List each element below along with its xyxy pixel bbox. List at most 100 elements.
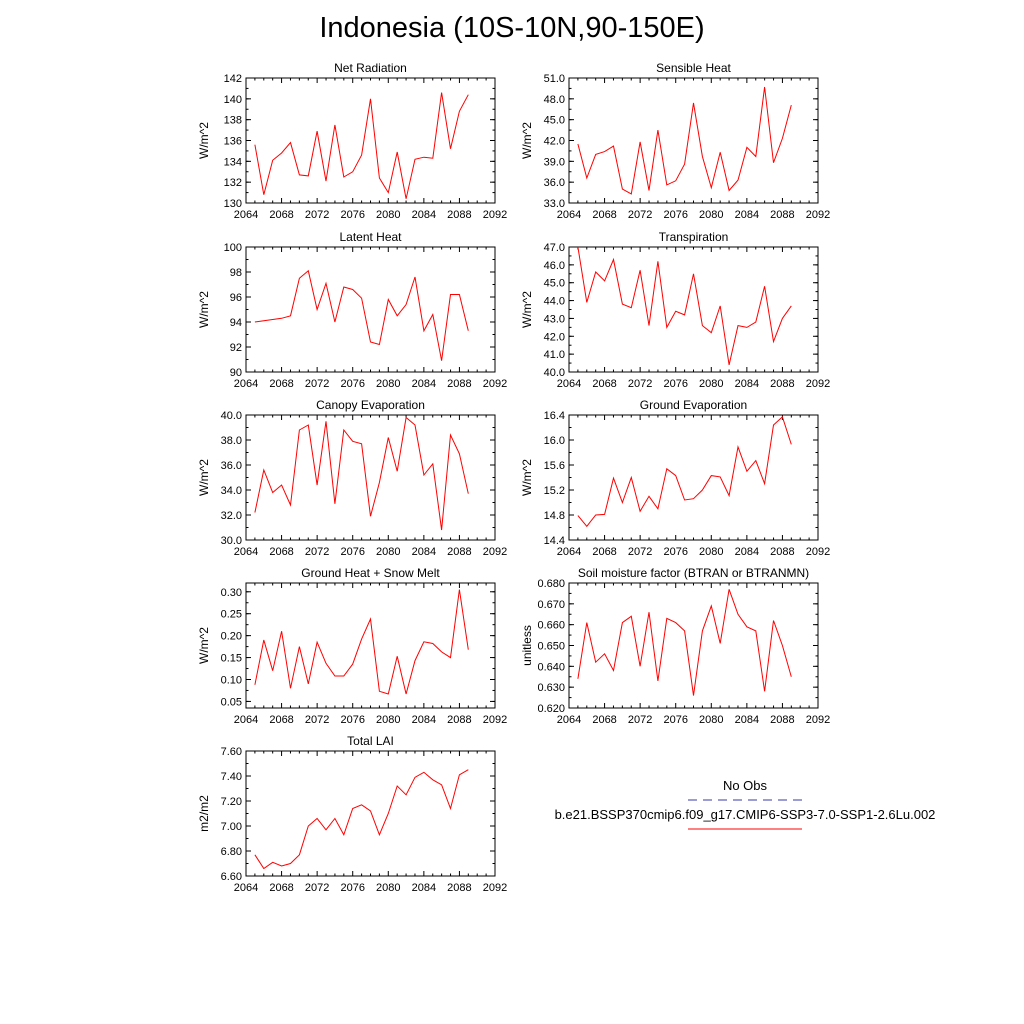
series-line xyxy=(577,589,792,696)
panel-title: Latent Heat xyxy=(339,230,402,244)
plot-frame xyxy=(568,414,819,541)
plot-frame xyxy=(568,246,819,373)
y-tick-label: 134 xyxy=(224,156,242,168)
x-tick-label: 2080 xyxy=(376,882,400,894)
x-tick-label: 2076 xyxy=(663,209,687,221)
y-tick-label: 0.640 xyxy=(537,661,565,673)
y-tick-label: 0.20 xyxy=(221,631,242,643)
y-tick-label: 42.0 xyxy=(544,331,565,343)
x-tick-label: 2072 xyxy=(628,714,652,726)
x-tick-label: 2064 xyxy=(234,882,258,894)
panel-net-radiation: Net Radiation W/m^2 2064 2068 2072 2076 2080 20… xyxy=(197,61,507,221)
legend-entry-obs: No Obs xyxy=(520,778,970,811)
x-tick-label: 2064 xyxy=(557,714,581,726)
x-tick-label: 2080 xyxy=(699,209,723,221)
x-tick-label: 2076 xyxy=(340,209,364,221)
x-tick-label: 2076 xyxy=(340,714,364,726)
y-tick-label: 0.15 xyxy=(221,653,242,665)
y-tick-label: 36.0 xyxy=(221,460,242,472)
x-tick-label: 2084 xyxy=(412,209,436,221)
series-line xyxy=(254,92,469,199)
panel-canopy-evaporation: Canopy Evaporation W/m^2 2064 2068 2072 2076 2… xyxy=(197,398,507,558)
y-tick-label: 100 xyxy=(224,242,242,254)
x-tick-label: 2080 xyxy=(699,714,723,726)
x-tick-label: 2084 xyxy=(412,546,436,558)
y-tick-label: 40.0 xyxy=(544,367,565,379)
panel-title: Net Radiation xyxy=(334,61,407,75)
x-tick-label: 2072 xyxy=(628,378,652,390)
x-tick-label: 2092 xyxy=(483,882,507,894)
series-line xyxy=(577,86,792,195)
x-tick-label: 2076 xyxy=(340,378,364,390)
panel-latent-heat: Latent Heat W/m^2 2064 2068 2072 2076 2080 2084… xyxy=(197,230,507,390)
x-tick-label: 2068 xyxy=(592,378,616,390)
y-tick-label: 98 xyxy=(230,267,242,279)
x-tick-label: 2064 xyxy=(234,209,258,221)
plot-frame xyxy=(568,582,819,709)
x-tick-label: 2080 xyxy=(699,546,723,558)
x-tick-label: 2080 xyxy=(699,378,723,390)
panel-title: Ground Evaporation xyxy=(640,398,747,412)
x-tick-label: 2084 xyxy=(412,882,436,894)
x-tick-label: 2088 xyxy=(447,882,471,894)
panel-title: Canopy Evaporation xyxy=(316,398,425,412)
x-tick-label: 2064 xyxy=(557,209,581,221)
x-tick-label: 2084 xyxy=(735,714,759,726)
y-tick-label: 0.680 xyxy=(537,578,565,590)
y-tick-label: 7.20 xyxy=(221,796,242,808)
y-axis-label: W/m^2 xyxy=(520,291,534,328)
y-axis-label: W/m^2 xyxy=(520,122,534,159)
y-tick-label: 0.670 xyxy=(537,599,565,611)
x-tick-label: 2072 xyxy=(305,378,329,390)
x-tick-label: 2068 xyxy=(269,714,293,726)
panel-title: Ground Heat + Snow Melt xyxy=(301,566,440,580)
y-tick-label: 41.0 xyxy=(544,349,565,361)
y-tick-label: 39.0 xyxy=(544,156,565,168)
y-tick-label: 132 xyxy=(224,177,242,189)
x-tick-label: 2088 xyxy=(447,209,471,221)
x-tick-label: 2092 xyxy=(483,714,507,726)
y-tick-label: 94 xyxy=(230,317,242,329)
y-tick-label: 0.620 xyxy=(537,703,565,715)
y-axis-label: m2/m2 xyxy=(197,795,211,832)
x-tick-label: 2092 xyxy=(806,378,830,390)
x-tick-label: 2068 xyxy=(269,882,293,894)
x-tick-label: 2092 xyxy=(483,209,507,221)
plot-frame xyxy=(245,246,496,373)
x-tick-label: 2084 xyxy=(735,546,759,558)
legend-swatch-obs xyxy=(688,799,802,801)
plot-frame xyxy=(245,750,496,877)
x-tick-label: 2080 xyxy=(376,209,400,221)
y-axis-label: W/m^2 xyxy=(197,459,211,496)
panel-transpiration: Transpiration W/m^2 2064 2068 2072 2076 2080 20… xyxy=(520,230,830,390)
panel-total-lai: Total LAI m2/m2 2064 2068 2072 2076 2080 2084 20… xyxy=(197,734,507,894)
x-tick-label: 2076 xyxy=(663,714,687,726)
y-tick-label: 0.25 xyxy=(221,609,242,621)
panel-ground-heat-snow-melt: Ground Heat + Snow Melt W/m^2 2064 2068 2072… xyxy=(197,566,507,726)
x-tick-label: 2068 xyxy=(592,714,616,726)
y-tick-label: 40.0 xyxy=(221,410,242,422)
y-tick-label: 90 xyxy=(230,367,242,379)
plot-frame xyxy=(568,77,819,204)
y-tick-label: 0.10 xyxy=(221,674,242,686)
y-axis-label: W/m^2 xyxy=(197,122,211,159)
x-tick-label: 2080 xyxy=(376,714,400,726)
panel-sensible-heat: Sensible Heat W/m^2 2064 2068 2072 2076 2080 20… xyxy=(520,61,830,221)
y-tick-label: 7.40 xyxy=(221,771,242,783)
panel-title: Total LAI xyxy=(347,734,394,748)
y-tick-label: 0.05 xyxy=(221,696,242,708)
series-line xyxy=(254,416,469,531)
y-tick-label: 138 xyxy=(224,115,242,127)
y-tick-label: 0.30 xyxy=(221,587,242,599)
x-tick-label: 2084 xyxy=(735,378,759,390)
y-tick-label: 42.0 xyxy=(544,136,565,148)
x-tick-label: 2084 xyxy=(735,209,759,221)
x-tick-label: 2092 xyxy=(483,378,507,390)
y-tick-label: 7.60 xyxy=(221,746,242,758)
y-tick-label: 142 xyxy=(224,73,242,85)
y-tick-label: 38.0 xyxy=(221,435,242,447)
series-line xyxy=(577,246,792,366)
x-tick-label: 2068 xyxy=(269,378,293,390)
x-tick-label: 2076 xyxy=(340,882,364,894)
